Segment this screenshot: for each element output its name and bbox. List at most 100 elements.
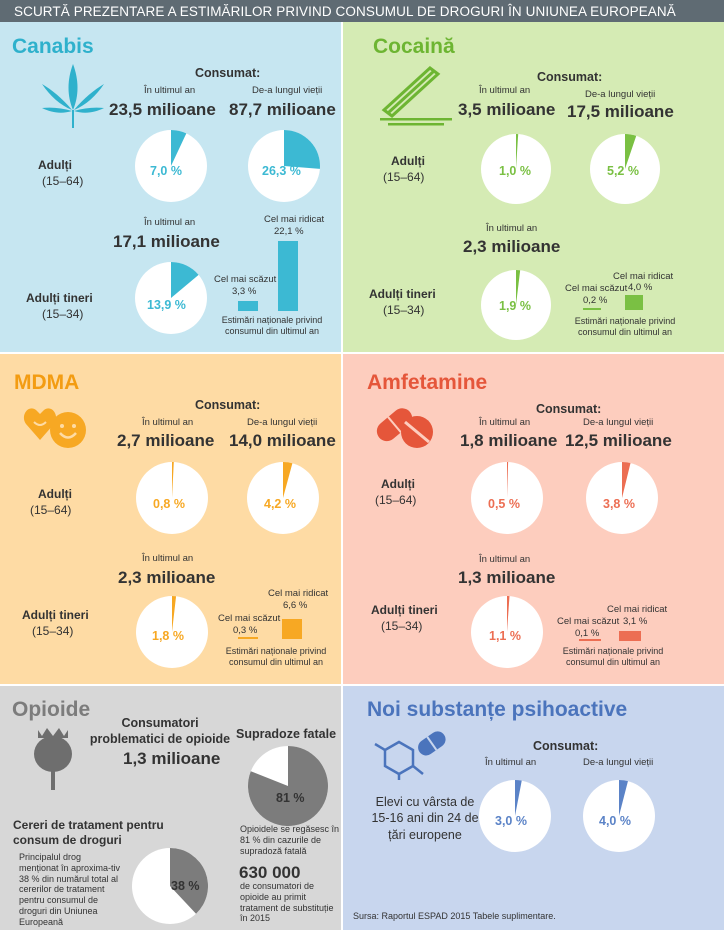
- panel-title: Opioide: [12, 698, 91, 721]
- pie-slice: [170, 848, 208, 914]
- young-last-year-label: În ultimul an: [479, 554, 531, 565]
- last-year-value: 23,5 milioane: [109, 100, 216, 119]
- pie-adults-year: [471, 462, 543, 534]
- panel-nsp: Noi substanțe psihoactive Consumat: În u…: [343, 686, 724, 930]
- header-bar: SCURTĂ PREZENTARE A ESTIMĂRILOR PRIVIND …: [0, 0, 724, 22]
- lifetime-label: De-a lungul vieții: [583, 417, 654, 428]
- lifetime-value: 87,7 milioane: [229, 100, 336, 119]
- pie-slice: [516, 134, 519, 169]
- consumat-label: Consumat:: [533, 739, 599, 753]
- pie-slice: [622, 462, 631, 498]
- pie-overdose: [248, 746, 328, 826]
- panel-title: Canabis: [12, 35, 94, 58]
- young-adults-range: (15–34): [383, 303, 425, 317]
- national-estimates-note: Estimări naționale privind consumul din …: [225, 646, 327, 667]
- national-estimates-note: Estimări naționale privind consumul din …: [574, 316, 676, 337]
- lifetime-label: De-a lungul vieții: [252, 85, 323, 96]
- pct-adults-year: 0,8 %: [153, 497, 185, 511]
- adults-range: (15–64): [42, 174, 84, 188]
- last-year-label: În ultimul an: [144, 85, 196, 96]
- lowest-label: Cel mai scăzut: [214, 274, 277, 285]
- young-last-year-value: 1,3 milioane: [458, 568, 556, 587]
- lowest-value: 3,3 %: [232, 286, 257, 297]
- treatment-note: de consumatori de opioide au primit trat…: [240, 881, 334, 924]
- source-note: Sursa: Raportul ESPAD 2015 Tabele suplim…: [353, 911, 556, 921]
- young-adults-label: Adulți tineri: [371, 603, 438, 617]
- lowest-value: 0,3 %: [233, 625, 258, 636]
- young-adults-label: Adulți tineri: [369, 287, 436, 301]
- highest-value: 6,6 %: [283, 600, 308, 611]
- cocaine-lines-icon: [380, 66, 452, 126]
- adults-label: Adulți: [38, 487, 72, 501]
- young-last-year-value: 2,3 milioane: [118, 568, 216, 587]
- pct-adults-life: 4,2 %: [264, 497, 296, 511]
- pie-adults-year: [136, 462, 208, 534]
- highest-value: 22,1 %: [274, 226, 304, 237]
- young-adults-label: Adulți tineri: [22, 608, 89, 622]
- panel-cocaina: Cocaină Consumat: În ultimul an De-a lun…: [343, 22, 724, 352]
- pct-adults-year: 7,0 %: [150, 164, 182, 178]
- bar-highest: [619, 631, 641, 641]
- pie-adults-life: [586, 462, 658, 534]
- problem-users-label: Consumatori problematici de opioide: [89, 716, 231, 747]
- pct-adults-life: 3,8 %: [603, 497, 635, 511]
- lowest-label: Cel mai scăzut: [218, 613, 281, 624]
- bar-lowest: [238, 300, 258, 311]
- pie-year: [479, 780, 551, 852]
- pie-adults-year: [135, 130, 207, 202]
- bar-highest: [278, 241, 298, 311]
- last-year-label: În ultimul an: [485, 757, 537, 768]
- header-title: SCURTĂ PREZENTARE A ESTIMĂRILOR PRIVIND …: [14, 4, 676, 19]
- requests-title: Cereri de tratament pentru consum de dro…: [13, 818, 164, 847]
- requests-text: Principalul drog menționat în aproxima-t…: [19, 852, 121, 927]
- panel-title: Noi substanțe psihoactive: [367, 698, 628, 721]
- problem-users-value: 1,3 milioane: [123, 749, 221, 768]
- lowest-value: 0,2 %: [583, 295, 608, 306]
- pills-icon: [376, 408, 433, 448]
- bar-highest: [282, 619, 302, 639]
- pie-slice: [283, 462, 293, 498]
- pie-adults-year: [481, 134, 551, 204]
- highest-value: 3,1 %: [623, 616, 648, 627]
- adults-label: Adulți: [381, 477, 415, 491]
- lifetime-value: 17,5 milioane: [567, 102, 674, 121]
- consumat-label: Consumat:: [195, 66, 261, 80]
- lowest-label: Cel mai scăzut: [557, 616, 620, 627]
- pie-slice: [248, 746, 328, 826]
- young-last-year-label: În ultimul an: [142, 553, 194, 564]
- bar-highest: [625, 295, 643, 310]
- panel-canabis: Canabis Consumat: În ultimul an De-a lun…: [0, 22, 341, 352]
- last-year-label: În ultimul an: [479, 417, 531, 428]
- pie-young-year: [135, 262, 207, 334]
- pie-slice: [172, 462, 174, 498]
- pie-young-year: [471, 596, 543, 668]
- young-adults-range: (15–34): [381, 619, 423, 633]
- national-estimates-note: Estimări naționale privind consumul din …: [221, 315, 323, 336]
- pie-young-year: [136, 596, 208, 668]
- pie-young-year: [481, 270, 551, 340]
- last-year-value: 1,8 milioane: [460, 431, 558, 450]
- overdose-note: Opioidele se regăsesc în 81 % din cazuri…: [240, 824, 340, 856]
- last-year-label: În ultimul an: [479, 85, 531, 96]
- poppy-icon: [34, 728, 72, 790]
- panel-mdma: MDMA Consumat: În ultimul an De-a lungul…: [0, 354, 341, 684]
- pct-treatment-requests: 38 %: [171, 879, 200, 893]
- last-year-value: 2,7 milioane: [117, 431, 215, 450]
- adults-range: (15–64): [30, 503, 72, 517]
- last-year-label: În ultimul an: [142, 417, 194, 428]
- pct-adults-life: 5,2 %: [607, 164, 639, 178]
- highest-label: Cel mai ridicat: [607, 604, 668, 615]
- adults-range: (15–64): [375, 493, 417, 507]
- consumat-label: Consumat:: [195, 398, 261, 412]
- consumat-label: Consumat:: [537, 70, 603, 84]
- pie-adults-life: [247, 462, 319, 534]
- pie-slice: [172, 596, 177, 632]
- pie-slice: [507, 596, 510, 632]
- treatment-count: 630 000: [239, 863, 301, 882]
- young-last-year-value: 2,3 milioane: [463, 237, 561, 256]
- young-adults-range: (15–34): [42, 307, 84, 321]
- bar-lowest: [579, 639, 601, 641]
- pct-young-year: 13,9 %: [147, 298, 186, 312]
- pie-slice: [625, 134, 637, 169]
- smiley-heart-icon: [23, 408, 86, 448]
